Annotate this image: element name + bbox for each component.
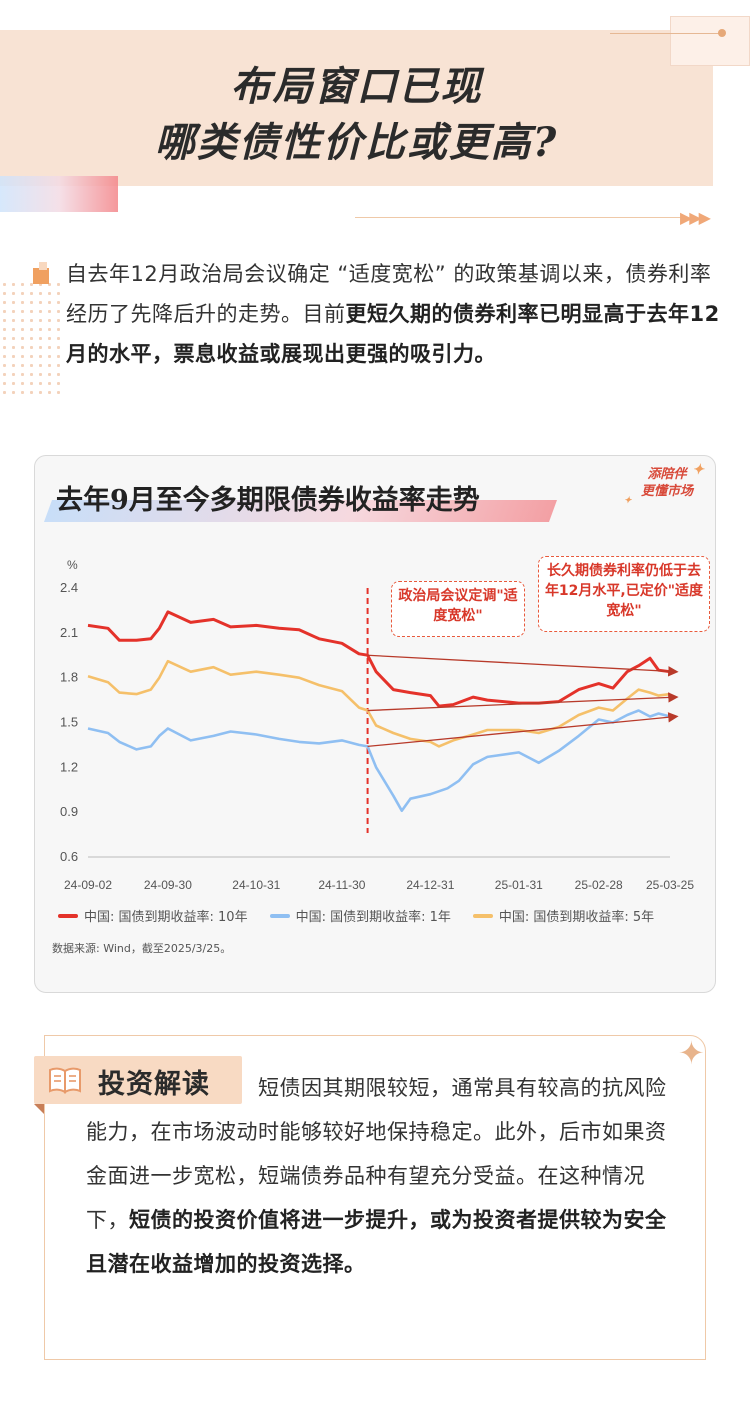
sparkle-icon: ✦	[692, 462, 704, 478]
callout-policy: 政治局会议定调"适度宽松"	[391, 581, 525, 637]
chart-legend: 中国: 国债到期收益率: 10年 中国: 国债到期收益率: 1年 中国: 国债到期收…	[58, 906, 708, 925]
x-tick-label: 24-10-31	[232, 878, 280, 892]
data-source: 数据来源: Wind，截至2025/3/25。	[52, 942, 232, 955]
legend-item: 中国: 国债到期收益率: 10年	[58, 906, 248, 925]
x-tick-label: 24-12-31	[406, 878, 454, 892]
page-title-line2: 哪类债性价比或更高?	[154, 119, 559, 166]
analysis-text: 短债因其期限较短，通常具有较高的抗风险能力，在市场波动时能够较好地保持稳定。此外…	[86, 1076, 667, 1232]
sparkle-small-icon: ✦	[624, 496, 632, 506]
y-tick-label: 1.5	[60, 715, 78, 730]
dot-pattern-decoration	[0, 280, 60, 400]
legend-swatch	[472, 913, 493, 918]
y-tick-label: 0.9	[60, 804, 78, 819]
intro-text: 自去年12月政治局会议确定 “适度宽松” 的政策基调以来，债券利率经历了先降后升…	[66, 262, 712, 326]
trend-arrow	[367, 692, 679, 712]
triple-arrow-icon: ▶▶▶	[680, 208, 711, 227]
analysis-paragraph: 短债因其期限较短，通常具有较高的抗风险能力，在市场波动时能够较好地保持稳定。此外…	[86, 1066, 686, 1286]
series-line-1	[87, 610, 671, 708]
gradient-decoration	[0, 176, 118, 212]
brand-stamp: ✦ ✦ 添陪伴 更懂市场	[624, 462, 706, 516]
sparkle-icon: ✦	[678, 1034, 705, 1072]
legend-label: 中国: 国债到期收益率: 5年	[498, 910, 655, 925]
y-unit-label: %	[67, 558, 78, 572]
legend-label: 中国: 国债到期收益率: 1年	[295, 910, 451, 925]
legend-swatch	[58, 913, 78, 918]
intro-paragraph: 自去年12月政治局会议确定 “适度宽松” 的政策基调以来，债券利率经历了先降后升…	[66, 254, 726, 374]
corner-decoration	[670, 16, 750, 66]
page-title-line1: 布局窗口已现	[230, 63, 483, 110]
series-line-3	[87, 659, 671, 748]
bullet-icon	[33, 262, 49, 284]
line-chart: % 2.4 2.1 1.8 1.5 1.2 0.9 0.6 24-09-02 24-09-30 2…	[60, 558, 694, 892]
callout-long-rates: 长久期债券利率仍低于去年12月水平,已定价"适度宽松"	[538, 556, 710, 632]
trend-arrow	[367, 654, 679, 677]
book-icon	[49, 1067, 81, 1094]
x-tick-label: 25-02-28	[575, 878, 623, 892]
x-tick-label: 24-09-30	[144, 878, 192, 892]
title-banner	[0, 30, 713, 186]
legend-label: 中国: 国债到期收益率: 10年	[84, 910, 248, 925]
analysis-text-bold: 短债的投资价值将进一步提升，或为投资者提供较为安全且潜在收益增加的投资选择。	[86, 1208, 667, 1276]
trend-arrow	[367, 712, 679, 748]
divider-line	[355, 217, 685, 218]
corner-line	[610, 33, 720, 34]
y-tick-label: 1.8	[60, 670, 78, 685]
y-tick-label: 2.4	[60, 580, 78, 595]
x-tick-label: 25-03-25	[646, 878, 694, 892]
y-tick-label: 2.1	[60, 625, 78, 640]
y-tick-label: 1.2	[60, 759, 78, 774]
legend-item: 中国: 国债到期收益率: 5年	[472, 906, 655, 925]
x-tick-label: 24-11-30	[318, 878, 365, 892]
analysis-box	[44, 1035, 706, 1360]
y-tick-label: 0.6	[60, 849, 78, 864]
analysis-tag-label: 投资解读	[98, 1069, 210, 1100]
series-line-2	[87, 709, 671, 812]
chart-title: 去年9月至今多期限债券收益率走势	[56, 485, 480, 516]
x-tick-label: 24-09-02	[64, 878, 112, 892]
legend-swatch	[269, 913, 290, 918]
corner-dot	[718, 29, 726, 37]
x-tick-label: 25-01-31	[495, 878, 543, 892]
intro-text-bold: 更短久期的债券利率已明显高于去年12月的水平，票息收益或展现出更强的吸引力。	[66, 302, 720, 366]
stamp-line2: 更懂市场	[640, 484, 693, 499]
legend-item: 中国: 国债到期收益率: 1年	[269, 906, 451, 925]
stamp-line1: 添陪伴	[647, 467, 687, 482]
tag-fold	[34, 1104, 44, 1114]
